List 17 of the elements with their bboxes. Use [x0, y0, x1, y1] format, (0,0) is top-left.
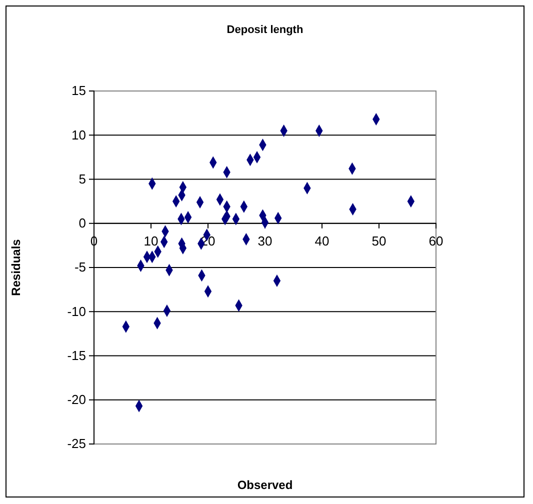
y-tick-label: -20 [67, 392, 86, 408]
y-tick-label: -5 [74, 260, 86, 275]
y-tick-label: -25 [67, 436, 86, 452]
x-tick-label: 30 [258, 234, 272, 249]
y-tick-label: -15 [67, 348, 86, 363]
y-tick-label: 10 [72, 127, 86, 142]
x-tick-label: 50 [372, 234, 386, 249]
x-axis-title: Observed [237, 478, 293, 492]
y-tick-label: 0 [78, 216, 86, 231]
x-tick-label: 10 [144, 234, 158, 249]
chart-title: Deposit length [226, 24, 304, 36]
x-tick-label: 60 [428, 234, 444, 249]
y-tick-label: 15 [72, 83, 86, 98]
x-tick-label: 40 [314, 234, 330, 249]
y-tick-label: -10 [67, 304, 86, 319]
y-axis-title: Residuals [9, 238, 23, 296]
y-tick-label: 5 [78, 171, 86, 186]
